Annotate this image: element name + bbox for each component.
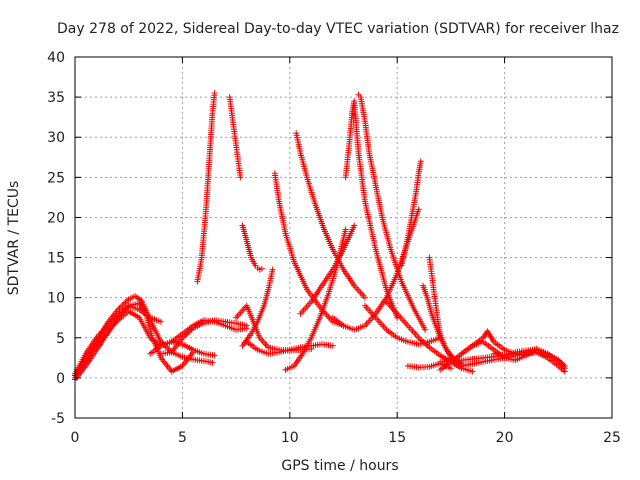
series-16	[355, 91, 429, 333]
y-tick-label: -5	[51, 411, 65, 427]
y-tick-label: 25	[47, 170, 65, 186]
series-markers	[194, 90, 218, 285]
y-tick-label: 40	[47, 50, 65, 66]
series-0	[72, 293, 216, 381]
plot-frame	[74, 56, 613, 419]
axis-ticks: 0 5 10 15 20 25 -5 0 5 10 15 20 25 30 35 40	[47, 50, 621, 446]
series-12	[243, 338, 336, 357]
y-tick-label: 30	[47, 130, 65, 146]
series-5	[157, 317, 250, 357]
series-19	[398, 158, 424, 269]
series-29	[490, 346, 568, 372]
x-tick-label: 10	[281, 430, 299, 446]
y-tick-label: 10	[47, 291, 65, 307]
series-8	[239, 222, 265, 273]
data-points	[72, 90, 568, 383]
y-tick-label: 0	[56, 371, 65, 387]
y-tick-label: 5	[56, 331, 65, 347]
chart-title: Day 278 of 2022, Sidereal Day-to-day VTE…	[57, 21, 619, 37]
series-6	[194, 90, 218, 285]
series-markers	[157, 317, 250, 357]
x-tick-label: 20	[496, 430, 514, 446]
series-markers	[362, 302, 444, 348]
series-markers	[342, 98, 401, 321]
x-axis-label: GPS time / hours	[281, 458, 398, 474]
series-markers	[398, 158, 424, 269]
x-tick-label: 5	[178, 430, 187, 446]
series-markers	[293, 130, 368, 301]
series-15	[342, 98, 401, 321]
series-7	[226, 94, 244, 181]
series-markers	[458, 349, 568, 375]
series-markers	[239, 222, 265, 273]
series-28	[458, 349, 568, 375]
y-tick-label: 15	[47, 251, 65, 267]
y-tick-label: 20	[47, 210, 65, 226]
series-11	[271, 170, 347, 329]
series-markers	[239, 266, 276, 349]
series-markers	[297, 222, 358, 317]
x-tick-label: 15	[388, 430, 406, 446]
series-markers	[72, 293, 216, 381]
y-axis-label: SDTVAR / TECUs	[6, 181, 22, 296]
series-13	[293, 130, 368, 301]
series-markers	[490, 346, 568, 372]
x-tick-label: 25	[603, 430, 621, 446]
series-markers	[355, 91, 429, 333]
y-tick-label: 35	[47, 90, 65, 106]
series-17	[297, 222, 358, 317]
series-markers	[243, 338, 336, 357]
series-markers	[271, 170, 347, 329]
series-markers	[226, 94, 244, 181]
series-10	[239, 266, 276, 349]
x-tick-label: 0	[71, 430, 80, 446]
series-20	[362, 302, 444, 348]
